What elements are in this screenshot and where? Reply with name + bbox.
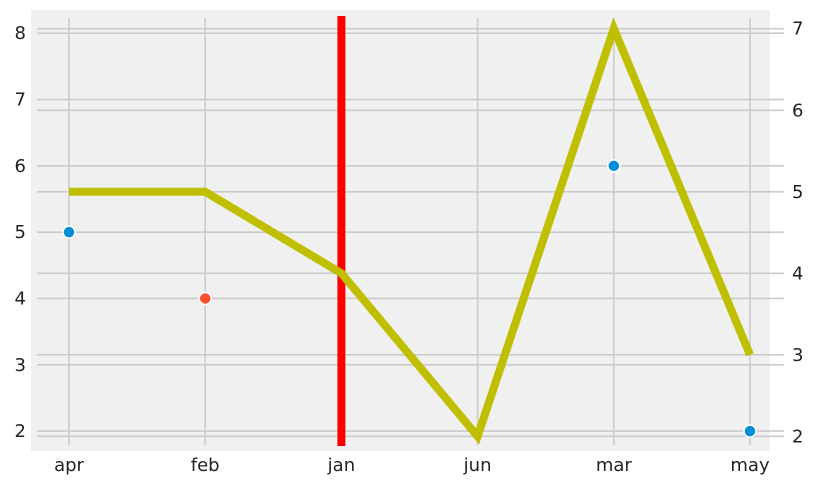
right-tick-label-4: 4 [792, 263, 803, 284]
right-tick-label-2: 2 [792, 426, 803, 447]
vertical-line-jan [337, 16, 346, 446]
x-tick-label-jan: jan [327, 455, 355, 476]
x-tick-label-feb: feb [191, 455, 220, 476]
left-tick-label-7: 7 [15, 90, 26, 111]
right-tick-label-6: 6 [792, 100, 803, 121]
left-tick-label-2: 2 [15, 421, 26, 442]
right-tick-label-3: 3 [792, 345, 803, 366]
left-tick-label-5: 5 [15, 222, 26, 243]
x-tick-label-jun: jun [463, 455, 492, 476]
scatter-point-apr [62, 225, 76, 239]
x-tick-label-may: may [730, 455, 770, 476]
axis-labels: apr feb jan jun mar may 2 3 4 5 6 7 8 2 3 4 5 6 7 [15, 19, 804, 476]
scatter-point-feb [198, 291, 212, 306]
line-series [69, 17, 754, 445]
vertical-line-layer [337, 16, 346, 446]
left-tick-label-6: 6 [15, 156, 26, 177]
grid [37, 18, 784, 445]
x-tick-label-apr: apr [54, 455, 84, 476]
scatter-point-may [743, 424, 757, 438]
left-tick-label-3: 3 [15, 355, 26, 376]
plot-background [31, 10, 770, 451]
left-tick-label-4: 4 [15, 288, 26, 309]
line-series-layer [69, 17, 754, 445]
x-tick-label-mar: mar [596, 455, 633, 476]
scatter-layer [62, 159, 757, 438]
left-tick-label-8: 8 [15, 23, 26, 44]
scatter-point-mar [607, 159, 621, 173]
right-tick-label-5: 5 [792, 182, 803, 203]
right-tick-label-7: 7 [792, 19, 803, 40]
